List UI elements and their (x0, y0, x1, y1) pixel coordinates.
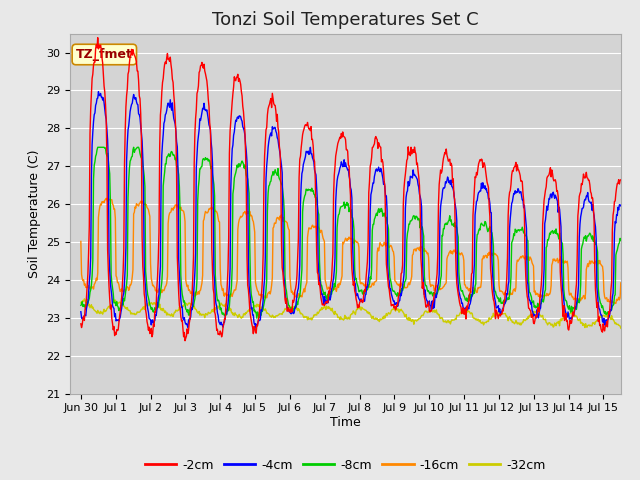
Text: TZ_fmet: TZ_fmet (76, 48, 132, 61)
Title: Tonzi Soil Temperatures Set C: Tonzi Soil Temperatures Set C (212, 11, 479, 29)
Y-axis label: Soil Temperature (C): Soil Temperature (C) (28, 149, 41, 278)
X-axis label: Time: Time (330, 416, 361, 429)
Legend: -2cm, -4cm, -8cm, -16cm, -32cm: -2cm, -4cm, -8cm, -16cm, -32cm (140, 454, 551, 477)
